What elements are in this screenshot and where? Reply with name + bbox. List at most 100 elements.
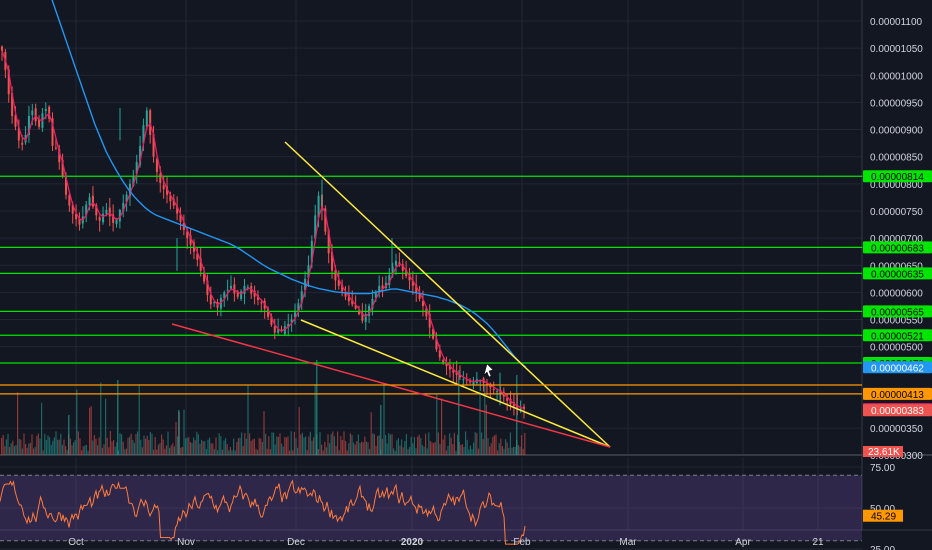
volume-bar (76, 389, 78, 455)
volume-bar (231, 450, 233, 455)
volume-bar (316, 360, 318, 455)
time-axis[interactable]: Oct Nov Dec 2020 Feb Mar Apr 21 (68, 537, 824, 548)
volume-bar (495, 434, 497, 455)
volume-bar (106, 437, 108, 455)
volume-bar (133, 442, 135, 455)
price-candle (125, 194, 128, 202)
volume-bar (124, 449, 126, 455)
volume-bar (463, 447, 465, 455)
volume-bar (100, 382, 102, 455)
volume-bar (77, 431, 79, 455)
volume-bar (309, 431, 311, 455)
price-candle (401, 264, 404, 271)
volume-bar (201, 439, 203, 455)
time-tick-label: Mar (619, 537, 637, 548)
volume-bar (85, 444, 87, 455)
volume-bar (453, 432, 455, 455)
price-candle (307, 265, 310, 278)
volume-bar (186, 437, 188, 455)
wedge-upper-line[interactable] (284, 141, 611, 448)
volume-bar (169, 447, 171, 455)
volume-bar (66, 450, 68, 455)
volume-bar (415, 448, 417, 455)
horizontal-levels[interactable] (0, 175, 862, 395)
price-badge-label: 0.00000462 (871, 363, 924, 374)
volume-bar (29, 442, 31, 455)
volume-bar (487, 438, 489, 455)
price-candle (327, 229, 330, 254)
price-tick-label: 0.00000550 (870, 316, 923, 327)
volume-bar (436, 394, 438, 455)
price-candle (229, 285, 233, 289)
volume-bar (49, 437, 51, 455)
price-candle (378, 285, 381, 292)
volume-bar (225, 438, 227, 455)
price-badge[interactable] (863, 361, 932, 374)
level-badge[interactable] (863, 170, 932, 183)
price-candle (381, 285, 384, 290)
volume-bar (474, 432, 476, 455)
level-badge[interactable] (863, 267, 932, 280)
price-candle (118, 209, 121, 222)
volume-bar (381, 438, 383, 455)
price-candle (479, 380, 482, 382)
price-candle (64, 176, 67, 195)
level-badge[interactable] (863, 387, 932, 400)
price-candle (169, 195, 172, 202)
price-candle (155, 159, 158, 172)
level-badge[interactable] (863, 329, 932, 342)
price-candle (448, 364, 451, 370)
rsi-pane (0, 474, 862, 545)
volume-bar (47, 435, 49, 455)
level-badge-label: 0.00000413 (871, 390, 924, 401)
price-candle (112, 214, 115, 223)
volume-bar (439, 443, 441, 455)
price-candle (91, 195, 94, 207)
price-candle (152, 133, 155, 157)
volume-bar (516, 375, 518, 455)
volume-bar (457, 434, 459, 455)
volume-bar (108, 447, 110, 455)
volume-bar (351, 434, 353, 455)
volume-bar (359, 442, 361, 455)
level-badge[interactable] (863, 305, 932, 318)
volume-bar (137, 431, 139, 455)
volume-bar (113, 440, 115, 455)
price-tick-label: 0.00000350 (870, 424, 923, 435)
volume-bar (298, 406, 300, 455)
price-candle (115, 219, 118, 225)
level-badge[interactable] (863, 241, 932, 254)
volume-bar (4, 446, 6, 455)
volume-bar (23, 433, 25, 455)
volume-bar (61, 444, 63, 455)
volume-bar (399, 445, 401, 455)
volume-bar (149, 431, 151, 455)
volume-bar (167, 431, 169, 455)
price-axis[interactable]: 0.00001100 0.00001050 0.00001000 0.00000950… (863, 17, 932, 550)
price-candle (472, 381, 475, 385)
volume-bar (340, 436, 342, 455)
price-candle (357, 310, 360, 315)
price-candle (186, 231, 189, 239)
volume-bar (65, 446, 67, 455)
volume-bar (53, 437, 55, 455)
trendline-drawings[interactable] (0, 141, 862, 448)
price-candle (391, 266, 394, 275)
time-tick-label: Nov (177, 537, 195, 548)
volume-bar (378, 435, 380, 455)
price-candle (438, 350, 441, 358)
volume-bar (221, 449, 223, 455)
volume-bar (385, 435, 387, 455)
volume-bar (383, 385, 385, 455)
wedge-middle-line[interactable] (300, 319, 611, 448)
price-candle (233, 284, 236, 294)
price-candle (95, 204, 98, 216)
volume-bar (207, 439, 209, 455)
volume-bar (1, 437, 3, 455)
price-candle (354, 305, 357, 309)
volume-bar (135, 433, 137, 455)
volume-bar (468, 449, 470, 455)
price-badge[interactable] (863, 404, 932, 417)
volume-bar (449, 433, 451, 455)
